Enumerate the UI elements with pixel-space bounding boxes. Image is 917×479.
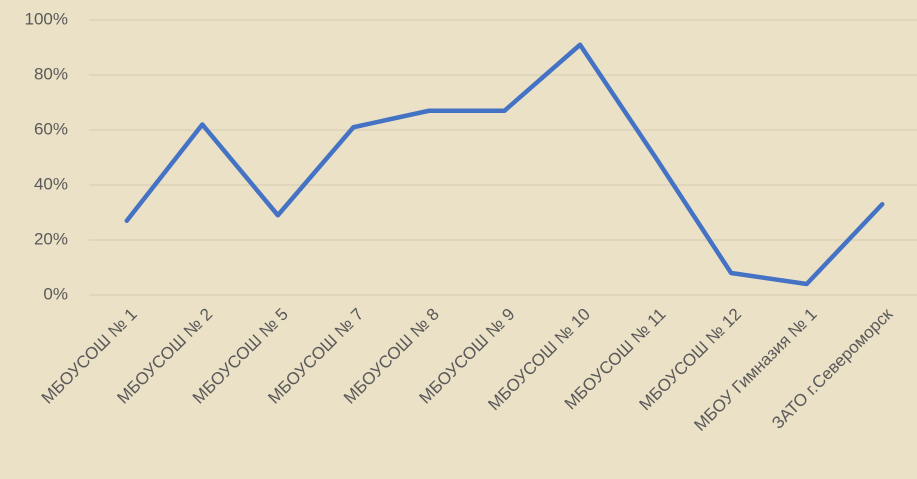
y-tick-label: 100% xyxy=(25,9,68,28)
y-tick-label: 60% xyxy=(34,119,68,138)
data-line xyxy=(124,42,885,287)
y-tick-label: 40% xyxy=(34,174,68,193)
y-tick-label: 80% xyxy=(34,64,68,83)
y-tick-label: 20% xyxy=(34,229,68,248)
y-tick-label: 0% xyxy=(43,284,68,303)
